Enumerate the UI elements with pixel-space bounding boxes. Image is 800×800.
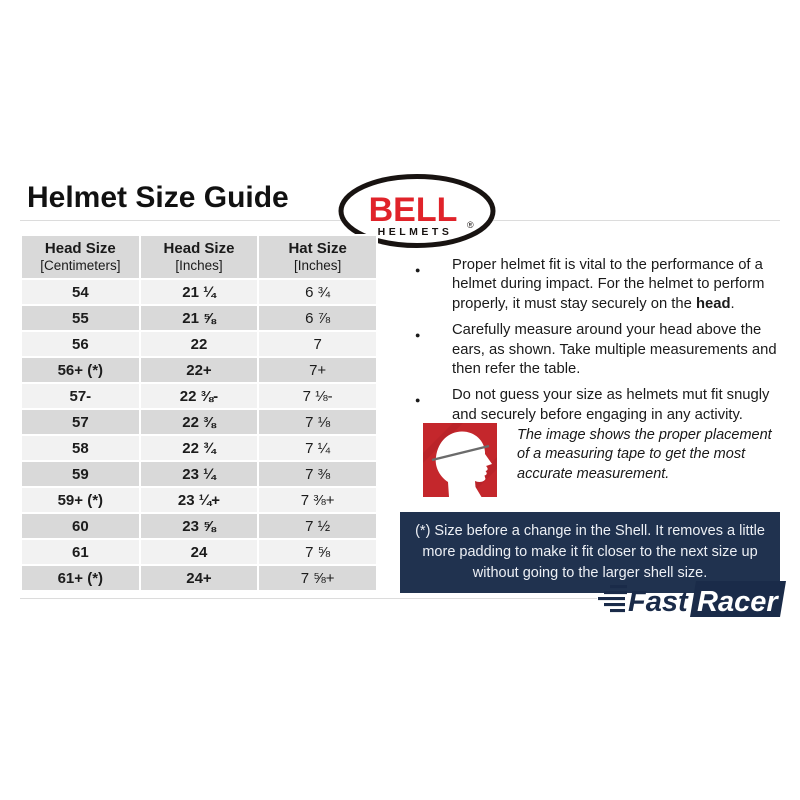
table-cell: 60 [22, 514, 139, 538]
table-cell: 22 ¾ [140, 436, 258, 460]
bell-logo-helmets-text: HELMETS [378, 226, 453, 238]
table-cell: 57 [22, 410, 139, 434]
table-row: 59+ (*) 23 ¼+ 7 ⅜+ [22, 488, 376, 512]
figure-caption: The image shows the proper placement of … [517, 427, 772, 482]
table-cell: 7 ⅜+ [259, 488, 376, 512]
table-cell: 22+ [140, 358, 258, 382]
fit-tip-item: Proper helmet fit is vital to the perfor… [413, 256, 789, 314]
table-cell: 7 ⅝+ [259, 566, 376, 590]
fit-tip-text: Proper helmet fit is vital to the perfor… [452, 257, 765, 312]
table-cell: 22 ⅜- [140, 384, 258, 408]
table-row: 57- 22 ⅜- 7 ⅛- [22, 384, 376, 408]
page-title: Helmet Size Guide [27, 181, 289, 214]
table-cell: 57- [22, 384, 139, 408]
table-cell: 23 ¼ [140, 462, 258, 486]
bell-logo-registered-mark: ® [467, 220, 474, 230]
table-cell: 7 ⅜ [259, 462, 376, 486]
table-row: 61+ (*) 24+ 7 ⅝+ [22, 566, 376, 590]
fastracer-box [690, 581, 786, 617]
table-cell: 54 [22, 280, 139, 304]
col-header-line2: [Inches] [294, 258, 342, 274]
table-cell: 7 ¼ [259, 436, 376, 460]
footer-divider [20, 598, 597, 599]
fit-tip-item: Carefully measure around your head above… [413, 321, 789, 379]
col-header-head-size-in: Head Size [Inches] [140, 236, 258, 278]
bell-helmets-logo: BELL ® HELMETS [338, 174, 496, 248]
col-header-hat-size-in: Hat Size [Inches] [259, 236, 376, 278]
table-cell: 22 [140, 332, 258, 356]
fastracer-racer-text: Racer [697, 586, 779, 618]
table-cell: 59 [22, 462, 139, 486]
table-cell: 23 ¼+ [140, 488, 258, 512]
speed-lines-icon [598, 585, 627, 613]
size-table-header: Head Size [Centimeters] Head Size [Inche… [22, 236, 376, 278]
table-cell: 24 [140, 540, 258, 564]
table-cell: 21 ¼ [140, 280, 258, 304]
table-cell: 56 [22, 332, 139, 356]
col-header-line2: [Inches] [175, 258, 223, 274]
table-cell: 61+ (*) [22, 566, 139, 590]
table-cell: 7 [259, 332, 376, 356]
measuring-tape-line [431, 444, 490, 462]
fit-tip-item: Do not guess your size as helmets mut fi… [413, 386, 789, 425]
col-header-line1: Head Size [163, 239, 235, 257]
head-measurement-icon [423, 423, 497, 497]
table-cell: 59+ (*) [22, 488, 139, 512]
size-table: Head Size [Centimeters] Head Size [Inche… [20, 234, 378, 592]
fit-tip-text: Carefully measure around your head above… [452, 322, 777, 377]
fit-tip-text: Do not guess your size as helmets mut fi… [452, 387, 770, 423]
bullet-icon [413, 321, 452, 379]
table-cell: 24+ [140, 566, 258, 590]
table-row: 56 22 7 [22, 332, 376, 356]
table-row: 61 24 7 ⅝ [22, 540, 376, 564]
table-cell: 6 ⅞ [259, 306, 376, 330]
bullet-icon [413, 256, 452, 314]
table-cell: 7 ⅛- [259, 384, 376, 408]
col-header-line1: Hat Size [288, 239, 347, 257]
table-cell: 6 ¾ [259, 280, 376, 304]
table-cell: 7 ⅛ [259, 410, 376, 434]
table-cell: 21 ⅝ [140, 306, 258, 330]
table-row: 56+ (*) 22+ 7+ [22, 358, 376, 382]
table-cell: 58 [22, 436, 139, 460]
table-cell: 7 ½ [259, 514, 376, 538]
fastracer-logo: Fast Racer [598, 581, 786, 618]
shell-size-note: (*) Size before a change in the Shell. I… [400, 512, 780, 594]
bullet-icon [413, 386, 452, 425]
table-cell: 56+ (*) [22, 358, 139, 382]
fastracer-fast-text: Fast [628, 586, 689, 618]
table-cell: 7+ [259, 358, 376, 382]
col-header-line1: Head Size [44, 239, 116, 257]
table-cell: 7 ⅝ [259, 540, 376, 564]
col-header-head-size-cm: Head Size [Centimeters] [22, 236, 139, 278]
fit-tips-list: Proper helmet fit is vital to the perfor… [413, 256, 789, 432]
bell-logo-ellipse [338, 174, 496, 248]
table-cell: 22 ⅜ [140, 410, 258, 434]
table-cell: 23 ⅝ [140, 514, 258, 538]
bell-logo-wordmark: BELL [369, 191, 458, 229]
table-cell: 55 [22, 306, 139, 330]
col-header-line2: [Centimeters] [40, 258, 121, 274]
table-cell: 61 [22, 540, 139, 564]
